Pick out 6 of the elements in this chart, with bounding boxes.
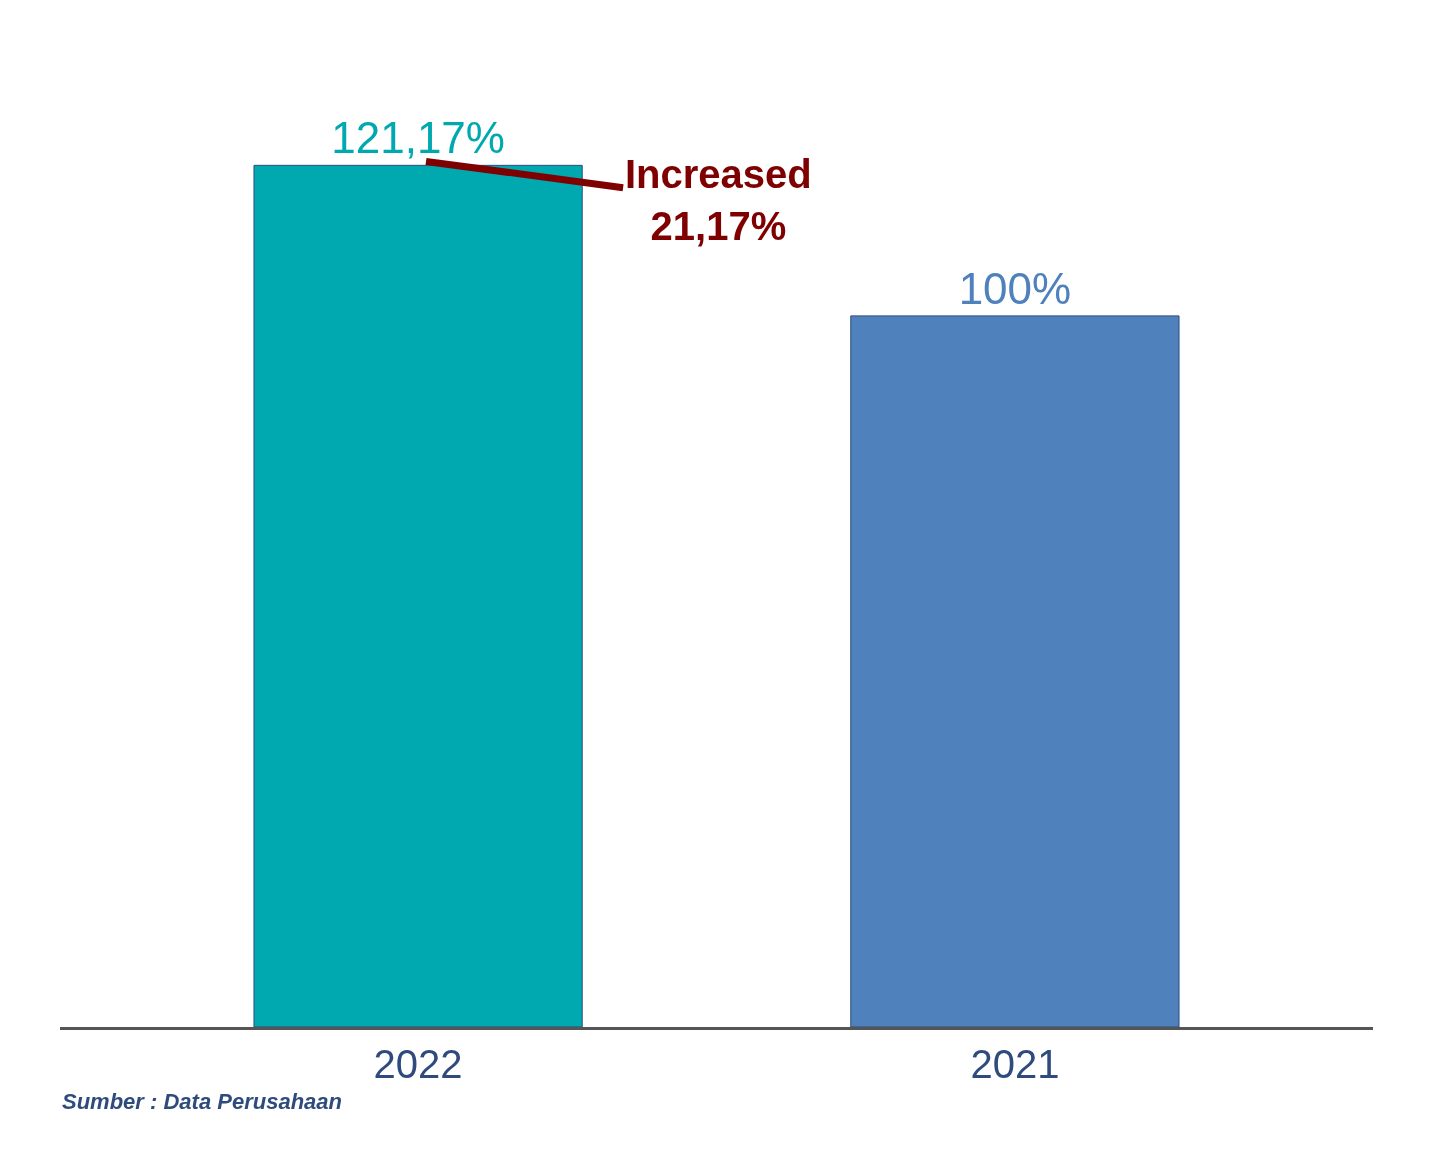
annotation: Increased 21,17%	[625, 152, 812, 248]
x-tick-label: 2022	[373, 1042, 463, 1086]
data-label: 100%	[958, 263, 1072, 313]
text: Sumber : Data Perusahaan	[62, 1089, 342, 1114]
x-tick-label: 2021	[970, 1042, 1060, 1086]
data-label: 121,17%	[331, 113, 505, 163]
